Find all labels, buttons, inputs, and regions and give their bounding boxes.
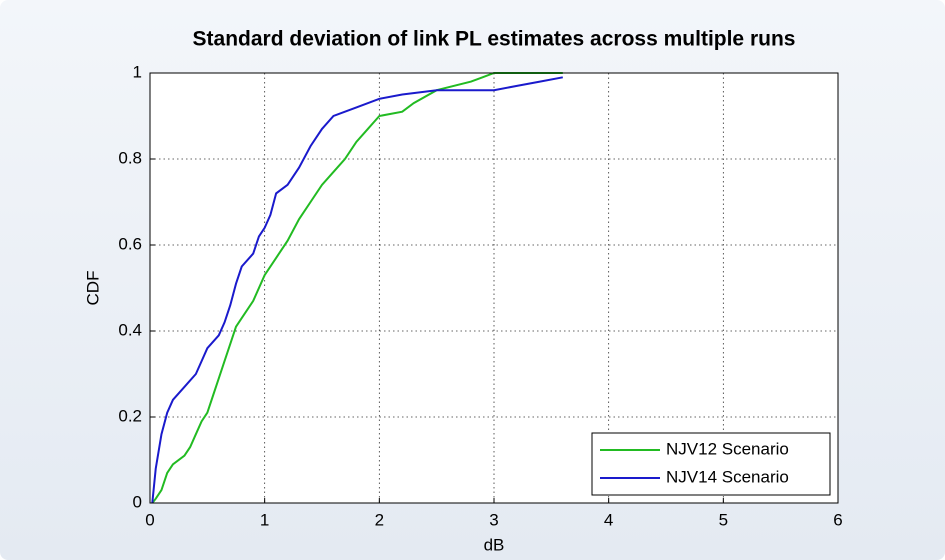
y-tick-label: 0.8 — [118, 148, 142, 167]
x-axis-label: dB — [484, 535, 505, 554]
legend-label: NJV12 Scenario — [666, 439, 789, 458]
x-tick-label: 5 — [719, 510, 728, 529]
y-axis-label: CDF — [83, 271, 102, 306]
data-line — [151, 72, 563, 504]
x-tick-label: 3 — [489, 510, 498, 529]
x-tick-label: 1 — [260, 510, 269, 529]
plot-frame — [149, 72, 839, 504]
legend-label: NJV14 Scenario — [666, 467, 789, 486]
y-tick-label: 0.4 — [118, 320, 142, 339]
y-tick-label: 0 — [133, 492, 142, 511]
x-tick-label: 2 — [375, 510, 384, 529]
y-tick-label: 1 — [133, 62, 142, 81]
y-tick-label: 0.6 — [118, 234, 142, 253]
data-line — [151, 76, 563, 504]
x-tick-label: 4 — [604, 510, 613, 529]
chart-title: Standard deviation of link PL estimates … — [193, 28, 796, 51]
x-tick-label: 0 — [145, 510, 154, 529]
x-tick-label: 6 — [833, 510, 842, 529]
y-tick-label: 0.2 — [118, 406, 142, 425]
legend — [591, 432, 831, 496]
plot-area — [149, 72, 839, 504]
